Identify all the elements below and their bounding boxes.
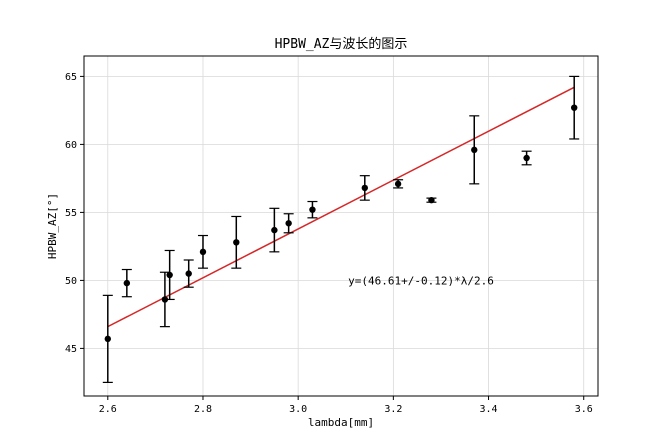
fit-equation-annotation: y=(46.61+/-0.12)*λ/2.6 bbox=[348, 274, 494, 287]
data-point-marker bbox=[123, 279, 131, 287]
data-point-marker bbox=[166, 271, 173, 279]
y-tick-label: 55 bbox=[65, 208, 77, 219]
errorbar-point bbox=[521, 150, 532, 166]
errorbar-point bbox=[269, 207, 280, 253]
plot-frame bbox=[83, 55, 599, 397]
chart-title: HPBW_AZ与波长的图示 bbox=[275, 36, 408, 52]
errorbar-point bbox=[197, 234, 208, 269]
errorbar-point bbox=[231, 215, 242, 269]
data-point-marker bbox=[471, 146, 478, 154]
data-point-marker bbox=[571, 104, 578, 111]
errorbar-point bbox=[426, 196, 437, 204]
y-tick-label: 45 bbox=[65, 344, 77, 355]
errorbar-point bbox=[102, 294, 113, 383]
data-point-marker bbox=[394, 180, 402, 188]
data-points bbox=[102, 75, 580, 383]
errorbar-point bbox=[164, 249, 175, 301]
x-tick-label: 2.6 bbox=[99, 404, 117, 415]
errorbar-point bbox=[307, 200, 318, 219]
data-point-marker bbox=[233, 239, 240, 246]
y-axis-label: HPBW_AZ[°] bbox=[46, 193, 59, 259]
data-point-marker bbox=[271, 226, 278, 234]
data-point-marker bbox=[185, 270, 192, 277]
errorbar-point bbox=[393, 179, 404, 189]
data-point-marker bbox=[523, 154, 530, 162]
x-axis-label: lambda[mm] bbox=[308, 416, 374, 429]
errorbar-point bbox=[121, 268, 132, 298]
data-point-marker bbox=[199, 248, 207, 256]
x-tick-label: 2.8 bbox=[194, 404, 212, 415]
data-point-marker bbox=[104, 335, 111, 343]
errorbar-point bbox=[469, 115, 480, 185]
axis-ticks: 2.6 2.8 3.0 3.2 3.4 3.6 45 50 55 60 65 bbox=[65, 72, 593, 415]
errorbar-point bbox=[283, 213, 294, 234]
x-tick-label: 3.2 bbox=[384, 404, 402, 415]
y-tick-label: 60 bbox=[65, 140, 77, 151]
x-tick-label: 3.0 bbox=[289, 404, 307, 415]
x-tick-label: 3.6 bbox=[575, 404, 593, 415]
errorbar-point bbox=[569, 75, 580, 140]
y-tick-label: 65 bbox=[65, 72, 77, 83]
errorbar-point bbox=[183, 259, 194, 288]
data-point-marker bbox=[428, 196, 435, 204]
grid bbox=[84, 56, 598, 396]
y-tick-label: 50 bbox=[65, 276, 77, 287]
errorbar-point bbox=[359, 175, 370, 201]
data-point-marker bbox=[361, 184, 368, 192]
x-tick-label: 3.4 bbox=[480, 404, 498, 415]
data-point-marker bbox=[309, 206, 316, 213]
data-point-marker bbox=[285, 220, 292, 227]
